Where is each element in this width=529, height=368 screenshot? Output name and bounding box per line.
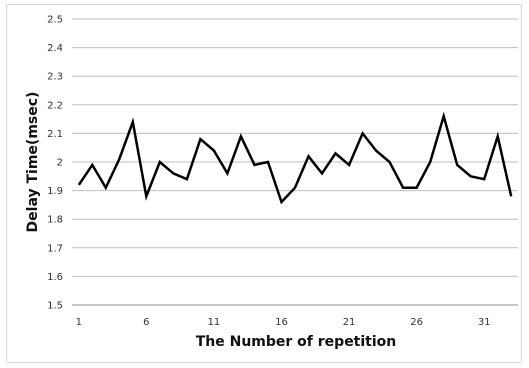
- series-lines: [77, 111, 513, 205]
- y-tick-label: 1.6: [47, 272, 63, 283]
- y-tick-label: 1.5: [47, 301, 63, 312]
- gridlines: [72, 18, 518, 306]
- x-tick-label: 11: [208, 317, 221, 328]
- y-tick-label: 2.2: [47, 100, 63, 111]
- y-tick-label: 1.7: [47, 243, 63, 254]
- y-tick-label: 1.9: [47, 186, 63, 197]
- x-tick-label: 31: [478, 317, 491, 328]
- y-tick-label: 2.3: [47, 72, 63, 83]
- x-tick-label: 26: [410, 317, 423, 328]
- x-tick-label: 1: [76, 317, 82, 328]
- y-tick-label: 2.4: [47, 43, 63, 54]
- y-tick-label: 1.8: [47, 215, 63, 226]
- x-tick-label: 6: [143, 317, 149, 328]
- y-tick-labels: 1.5 1.6 1.7 1.8 1.9 2 2.1 2.2 2.3 2.4 2.5: [47, 15, 63, 312]
- x-tick-label: 16: [275, 317, 288, 328]
- x-axis-title: The Number of repetition: [196, 334, 397, 350]
- x-tick-labels: 1 6 11 16 21 26 31: [76, 317, 491, 328]
- y-tick-label: 2.1: [47, 129, 63, 140]
- y-tick-label: 2.5: [47, 15, 63, 26]
- x-tick-label: 21: [343, 317, 356, 328]
- y-axis-title: Delay Time(msec): [25, 92, 41, 233]
- chart-frame: [6, 4, 522, 363]
- y-tick-label: 2: [57, 158, 63, 169]
- series-line: [77, 111, 513, 205]
